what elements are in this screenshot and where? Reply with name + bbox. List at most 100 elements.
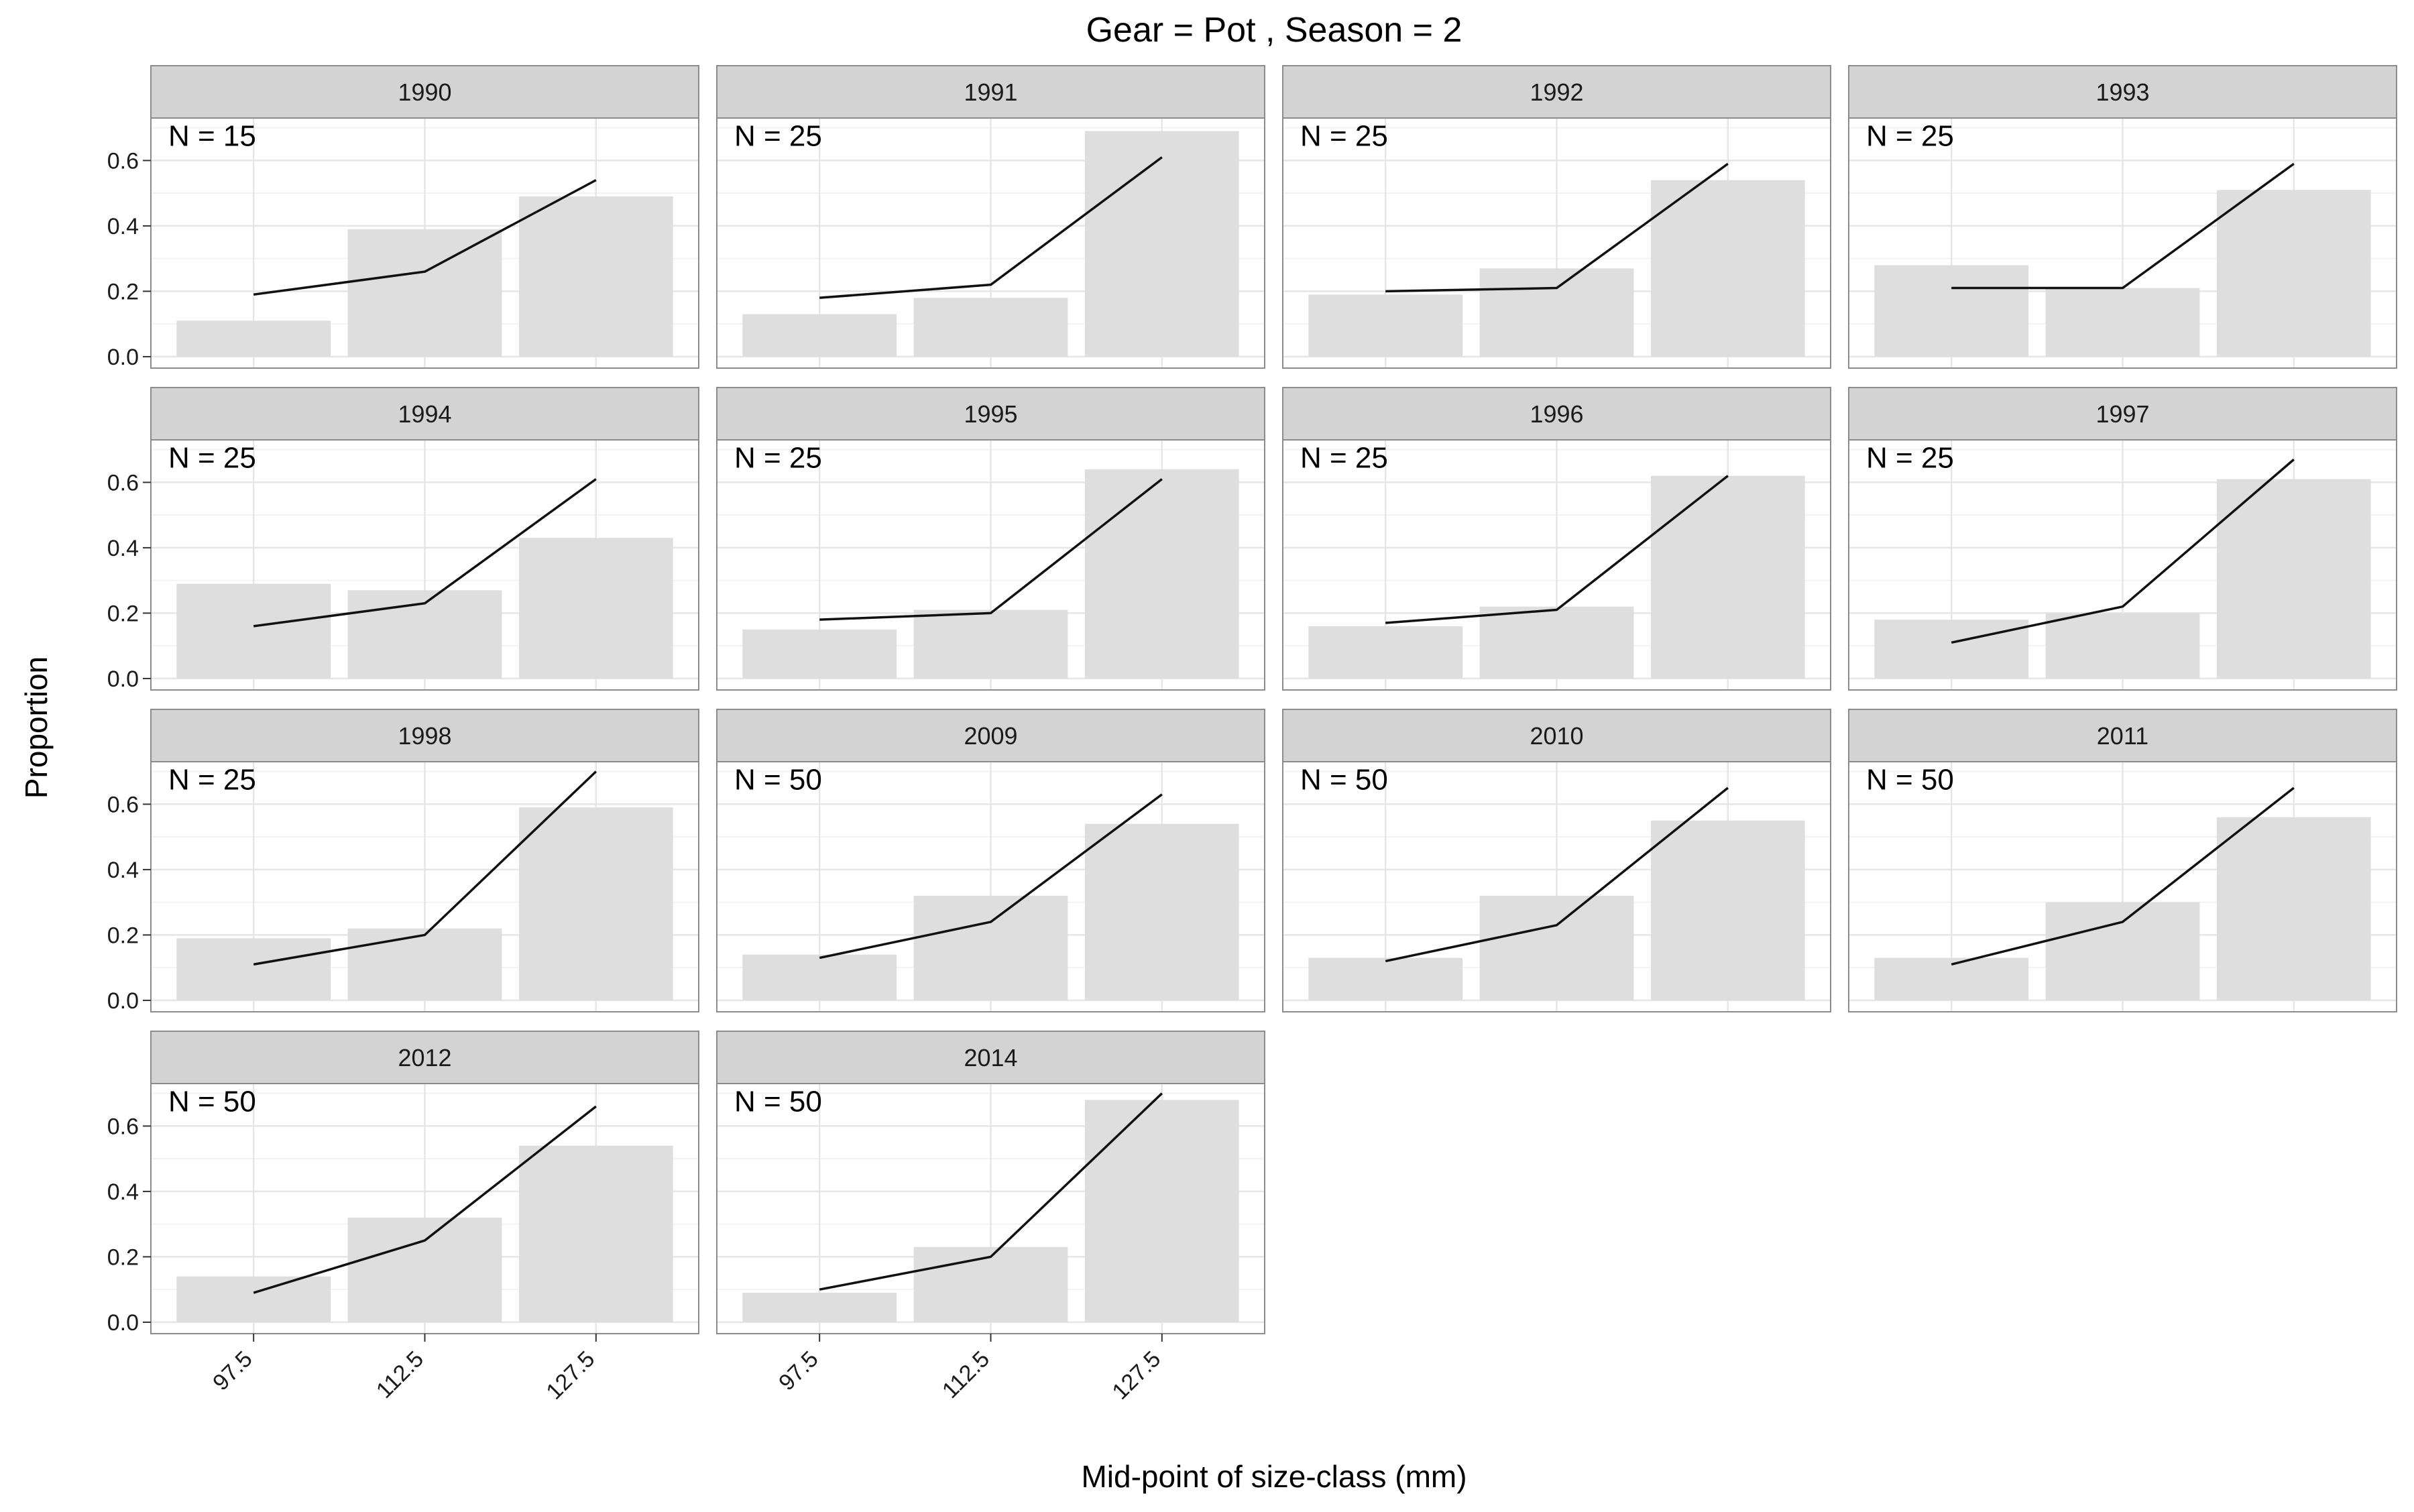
bar [1084, 469, 1239, 679]
bar [176, 938, 331, 1000]
y-tick-label: 0.6 [107, 148, 139, 174]
facet-strip-label: 2014 [964, 1044, 1017, 1071]
y-tick-label: 0.2 [107, 923, 139, 948]
x-tick-label: 97.5 [774, 1346, 823, 1396]
sample-size-label: N = 25 [734, 442, 822, 475]
sample-size-label: N = 25 [1866, 442, 1954, 475]
sample-size-label: N = 25 [1300, 120, 1388, 153]
facet-strip [150, 709, 699, 762]
series-line [1951, 458, 2295, 644]
facet-panel: 1995 N = 25 [716, 387, 1265, 691]
facet-panel: 1997 N = 25 [1848, 387, 2397, 691]
bar [742, 629, 897, 679]
facet-strip-label: 1992 [1530, 78, 1583, 106]
y-tick-label: 0.0 [107, 345, 139, 370]
series-line [1385, 162, 1729, 293]
sample-size-label: N = 50 [1866, 764, 1954, 797]
panel-border [716, 761, 1265, 1012]
facet-panel: 2014 N = 50 97.5 112.5 127.5 [716, 1031, 1265, 1405]
facet-panel: 1994 N = 25 0.0 0.2 0.4 0.6 [107, 387, 699, 692]
facet-strip-label: 2012 [398, 1044, 451, 1071]
facet-strip [716, 387, 1265, 441]
facet-strip-label: 1993 [2095, 78, 2149, 106]
facet-strip [716, 1031, 1265, 1084]
panel-border [1282, 117, 1831, 369]
series-line [1951, 787, 2295, 966]
sample-size-label: N = 50 [168, 1086, 256, 1118]
sample-size-label: N = 25 [1866, 120, 1954, 153]
x-tick-label: 97.5 [208, 1346, 257, 1396]
panel-border [150, 439, 699, 691]
bar [1650, 475, 1805, 679]
facet-panel: 1991 N = 25 [716, 65, 1265, 369]
facet-strip-label: 1991 [964, 78, 1017, 106]
facet-panel: 2011 N = 50 [1848, 709, 2397, 1012]
sample-size-label: N = 15 [168, 120, 256, 153]
sample-size-label: N = 25 [168, 442, 256, 475]
panel-border [150, 117, 699, 369]
facet-panel: 1998 N = 25 0.0 0.2 0.4 0.6 [107, 709, 699, 1014]
y-tick-label: 0.0 [107, 666, 139, 692]
panel-border [1848, 117, 2397, 369]
facet-strip-label: 1998 [398, 722, 451, 750]
facet-strip-label: 1997 [2095, 400, 2149, 428]
series-line [253, 1105, 597, 1294]
bar [1308, 626, 1463, 679]
sample-size-label: N = 25 [1300, 442, 1388, 475]
bar [1874, 957, 2029, 1000]
facet-strip-label: 1994 [398, 400, 451, 428]
bar [1308, 294, 1463, 357]
y-axis-title: Proportion [19, 656, 54, 799]
bar [176, 1276, 331, 1322]
facet-strip [150, 387, 699, 441]
panel-border [150, 761, 699, 1012]
bar [1650, 820, 1805, 1000]
series-line [253, 179, 597, 296]
facet-panel: 2010 N = 50 [1282, 709, 1831, 1012]
bar [176, 321, 331, 357]
series-line [253, 478, 597, 628]
y-tick-label: 0.4 [107, 1179, 139, 1205]
panel-border [1282, 439, 1831, 691]
x-tick-label: 112.5 [371, 1346, 428, 1403]
y-tick-label: 0.4 [107, 858, 139, 883]
series-line [1951, 162, 2295, 290]
y-tick-label: 0.6 [107, 792, 139, 817]
bar [347, 1217, 502, 1322]
bar [2045, 288, 2200, 357]
bar [1874, 620, 2029, 679]
facet-strip [1848, 387, 2397, 441]
y-tick-label: 0.2 [107, 601, 139, 626]
sample-size-label: N = 50 [734, 764, 822, 797]
x-tick-label: 112.5 [937, 1346, 994, 1403]
y-tick-label: 0.4 [107, 536, 139, 561]
x-axis-title: Mid-point of size-class (mm) [1081, 1459, 1467, 1494]
series-line [1385, 787, 1729, 963]
facet-strip-label: 1996 [1530, 400, 1583, 428]
facet-strip [1282, 387, 1831, 441]
bar [2045, 902, 2200, 1000]
facet-panel: 1993 N = 25 [1848, 65, 2397, 369]
panel-border [1848, 439, 2397, 691]
bar [913, 895, 1068, 1000]
facet-panels: 1990 N = 15 0.0 0.2 0.4 0.6 1991 N = 25 1992 N = … [107, 65, 2397, 1405]
x-tick-label: 127.5 [1107, 1346, 1165, 1405]
facet-strip-label: 2011 [2097, 722, 2148, 750]
facet-strip-label: 1990 [398, 78, 451, 106]
bar [742, 954, 897, 1000]
y-tick-label: 0.0 [107, 988, 139, 1014]
series-line [819, 478, 1163, 621]
facet-panel: 1992 N = 25 [1282, 65, 1831, 369]
bar [1084, 823, 1239, 1000]
bar [913, 609, 1068, 679]
facet-strip-label: 2009 [964, 722, 1017, 750]
bar [1084, 1100, 1239, 1322]
bar [742, 1293, 897, 1322]
sample-size-label: N = 25 [734, 120, 822, 153]
y-tick-label: 0.2 [107, 279, 139, 304]
x-tick-label: 127.5 [541, 1346, 599, 1405]
bar [2045, 613, 2200, 679]
panel-border [1282, 761, 1831, 1012]
y-tick-label: 0.6 [107, 470, 139, 496]
